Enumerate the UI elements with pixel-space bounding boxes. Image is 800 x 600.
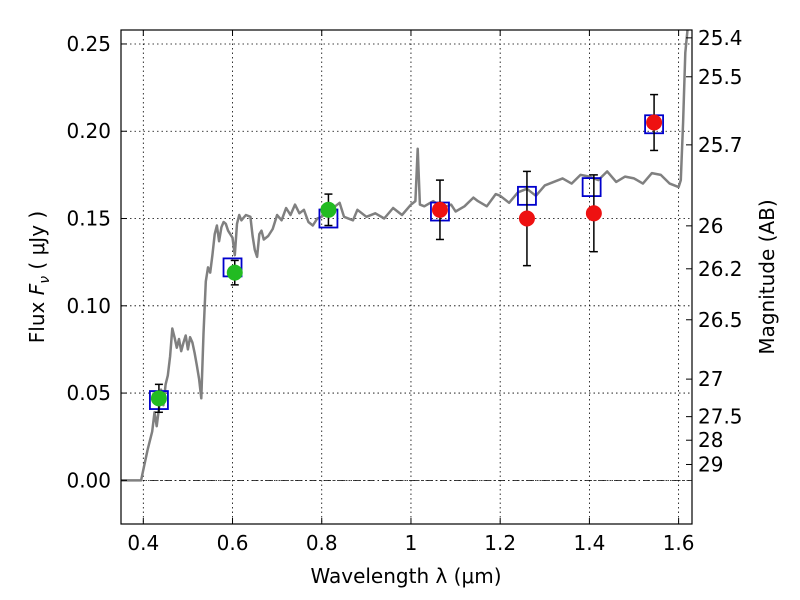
y-axis-label-subscript: ν bbox=[37, 276, 53, 284]
red-data-point bbox=[646, 114, 663, 131]
right-tick-label: 27.5 bbox=[698, 405, 743, 429]
sed-template-line bbox=[121, 30, 689, 482]
y-tick-label: 0.25 bbox=[66, 32, 111, 56]
x-axis-label: Wavelength λ (μm) bbox=[310, 564, 501, 588]
y-axis-label-prefix: Flux bbox=[25, 295, 49, 343]
plot-frame bbox=[120, 29, 693, 525]
y-tick-label: 0.10 bbox=[66, 294, 111, 318]
green-data-point bbox=[150, 390, 167, 407]
x-tick-label: 1.2 bbox=[484, 531, 516, 555]
x-tick-label: 0.4 bbox=[127, 531, 159, 555]
y-tick-label: 0.05 bbox=[66, 381, 111, 405]
right-tick-label: 25.4 bbox=[698, 26, 743, 50]
x-tick-label: 0.6 bbox=[217, 531, 249, 555]
right-tick-label: 26.2 bbox=[698, 257, 743, 281]
photometry-points bbox=[150, 93, 663, 414]
y-axis-label: Flux Fν ( μJy ) bbox=[25, 211, 53, 343]
y-tick-label: 0.00 bbox=[66, 468, 111, 492]
red-data-point bbox=[431, 201, 448, 218]
grid-lines bbox=[121, 30, 692, 524]
y-tick-label: 0.15 bbox=[66, 207, 111, 231]
red-data-point bbox=[518, 210, 535, 227]
right-tick-label: 26.5 bbox=[698, 308, 743, 332]
right-tick-label: 25.7 bbox=[698, 133, 743, 157]
right-tick-label: 25.5 bbox=[698, 65, 743, 89]
red-data-point bbox=[585, 205, 602, 222]
x-tick-label: 1 bbox=[405, 531, 418, 555]
x-tick-label: 1.4 bbox=[573, 531, 605, 555]
green-data-point bbox=[226, 264, 243, 281]
model-box bbox=[581, 177, 602, 198]
x-tick-label: 1.6 bbox=[663, 531, 695, 555]
model-boxes bbox=[149, 114, 664, 410]
green-data-point bbox=[320, 201, 337, 218]
axis-ticks: 0.4 0.6 0.8 1 1.2 1.4 1.6 0.00 0.05 0.10 0.15 0.20 0… bbox=[66, 26, 742, 555]
y-axis-label-unit: ( μJy ) bbox=[25, 211, 49, 276]
right-tick-label: 29 bbox=[698, 452, 723, 476]
right-axis-label: Magnitude (AB) bbox=[755, 199, 779, 354]
y-axis-label-symbol: F bbox=[25, 283, 49, 295]
right-tick-label: 27 bbox=[698, 367, 723, 391]
right-tick-label: 26 bbox=[698, 214, 723, 238]
y-tick-label: 0.20 bbox=[66, 119, 111, 143]
x-tick-label: 0.8 bbox=[306, 531, 338, 555]
right-tick-label: 28 bbox=[698, 428, 723, 452]
